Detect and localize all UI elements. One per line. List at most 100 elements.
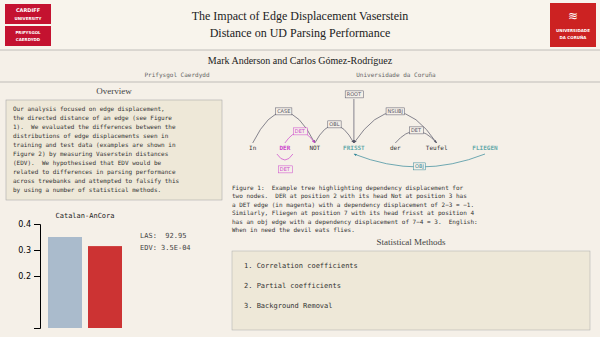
title: Distance on UD Parsing Performance [210,26,391,40]
overview-text: across treebanks and attempted to falsif… [13,177,180,185]
annotation: LAS: 92.95 [140,232,186,240]
bar [48,237,82,328]
poster: CARDIFF UNIVERSITY PRIFYSGOL CAERDYDD The Im… [0,0,600,337]
label-box [293,128,307,135]
arc-label: ROOT [345,91,363,98]
logo-box [5,4,51,24]
overview: Overview Our analysis focused on edge dis… [6,86,222,200]
caption: Figure 1: Example tree highlighting depe… [232,184,478,234]
label-box [386,108,404,115]
arc-label: NSUBJ [388,108,403,114]
stat-item: 1. Correlation coefficients [244,262,358,270]
caption-text: Figure 1: Example tree highlighting depe… [232,184,464,192]
arc-label: NSUBJ [386,108,404,115]
arc-label: DET [278,166,292,173]
arc-label: DET [295,128,306,134]
arc-label: DET [411,127,422,133]
caption-text: has an obj edge with a dependency displa… [232,218,478,226]
arc-label: DET [409,127,423,134]
logo-text: ≋ [568,9,578,23]
overview-text: distributions of edge displacements seen… [13,132,169,140]
affiliation: Prifysgol Caerdydd [144,71,209,79]
overview-text: Figure 2) by measuring Vaserstein distan… [13,150,169,158]
tick-mark [34,250,40,251]
dependency-arc [253,112,315,143]
label-box [414,163,426,170]
tree-word: NOT [309,144,320,151]
tick: 0.3 [18,246,40,255]
overview-text: 1). We evaluated the differences between… [13,123,176,130]
arc-label: DET [280,166,291,172]
overview-text: Our analysis focused on edge displacemen… [13,105,165,113]
arc-label: OBL [329,121,339,127]
arc-label: OBL [328,121,341,128]
tick: 0.4 [18,220,40,229]
overview-text: related to differences in parsing perfor… [13,168,176,176]
text-box [6,100,222,200]
logo-box [550,3,596,47]
tick-mark [34,276,40,277]
arc-label: CASE [276,108,292,115]
caption-text: two nodes. DER at position 2 with its he… [232,192,467,200]
tree-word: der [390,144,401,151]
tree-word: FLIEGEN [472,144,498,151]
dependency-arc [354,112,437,143]
overview-text: by using a number of statistical methods… [13,186,161,194]
tree-word: Teufel [426,144,448,151]
label-box [328,121,341,128]
divider [0,50,600,51]
bar-chart: 0.2 0.3 0.4 Catalan-AnCora LAS: 92.95 EDV: 3.… [18,212,190,329]
tick-label: 0.3 [18,246,31,255]
logo-text: CAERDYDD [16,37,41,42]
logo-text: UNIVERSIDADE [556,28,590,33]
dependency-arc [353,99,354,143]
stat-item: 2. Partial coefficients [244,282,341,290]
y-axis-line [34,225,41,329]
caption-text: Similarly, Fliegen at position 7 with it… [232,209,474,217]
affiliation: Universidade da Coruña [356,71,436,78]
dependency-tree: In DER NOT FRISST der Teufel FLIEGEN ROOT CASE OB… [249,91,498,173]
authors: Mark Anderson and Carlos Gómez-Rodríguez [208,55,393,66]
label-box [409,127,423,134]
overview-text: the directed distance of an edge (see Fi… [13,114,172,122]
label-box [278,166,292,173]
arc-label: ROOT [347,91,362,97]
arc-label: CASE [277,108,290,114]
logo-text: CARDIFF [16,7,40,13]
logo-text: UNIVERSITY [15,16,42,21]
authors: Mark Anderson and Carlos Gómez-Rodríguez… [0,55,600,82]
bars [48,237,122,328]
y-axis: 0.2 0.3 0.4 [18,220,40,328]
tree-word: FRISST [343,144,365,151]
divider [0,82,600,83]
logo-text: DA CORUÑA [560,35,588,40]
title: The Impact of Edge Displacement Vaserste… [192,9,409,23]
tick-label: 0.2 [18,272,31,281]
overview-text: (EDV). We hypothesised that EDV would be [13,159,161,167]
tree-word: DER [279,144,290,151]
arc-label: OBJ [415,163,424,169]
chart-title: Catalan-AnCora [55,212,114,220]
header-band [0,0,600,50]
logo-text: PRIFYSGOL [15,30,41,35]
label-box [345,91,363,98]
background [0,0,600,337]
overview-text: training and test data (examples are sho… [13,141,176,149]
tick: 0.2 [18,272,40,281]
annotation: EDV: 3.5E-04 [140,244,191,252]
label-box [276,108,292,115]
section-title: Statistical Methods [376,237,446,247]
section-title: Overview [96,86,132,96]
caption-text: a DET edge (in magenta) with a dependenc… [232,201,474,209]
tree-word: In [249,144,257,151]
dependency-arc [277,154,293,160]
text-box [232,251,590,330]
tick-label: 0.4 [18,220,31,229]
header: CARDIFF UNIVERSITY PRIFYSGOL CAERDYDD The Im… [0,0,600,50]
arc-label: OBJ [414,163,426,170]
caption-text: When in need the devil eats flies. [232,226,355,233]
statistical-methods: Statistical Methods 1. Correlation coeffi… [232,237,590,330]
logo-box [5,26,51,46]
arc-label: DET [293,128,307,135]
tick-mark [34,224,40,225]
